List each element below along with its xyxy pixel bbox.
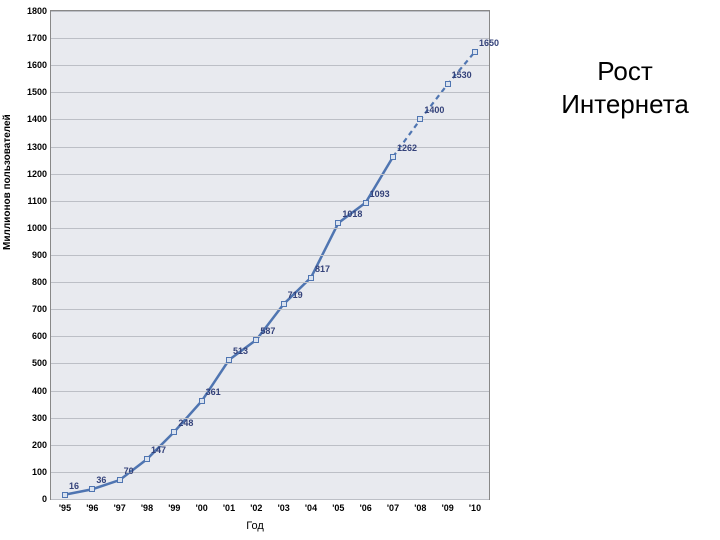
gridline	[51, 65, 489, 66]
data-label: 70	[124, 466, 134, 476]
y-tick-label: 1000	[27, 223, 51, 233]
gridline	[51, 472, 489, 473]
data-marker	[281, 301, 287, 307]
data-marker	[335, 220, 341, 226]
data-marker	[390, 154, 396, 160]
data-label: 513	[233, 346, 248, 356]
data-label: 147	[151, 445, 166, 455]
data-label: 36	[96, 475, 106, 485]
gridline	[51, 391, 489, 392]
gridline	[51, 174, 489, 175]
y-tick-label: 400	[32, 386, 51, 396]
y-tick-label: 800	[32, 277, 51, 287]
y-tick-label: 1100	[27, 196, 51, 206]
y-tick-label: 900	[32, 250, 51, 260]
data-label: 587	[260, 326, 275, 336]
gridline	[51, 282, 489, 283]
plot-area: 0100200300400500600700800900100011001200…	[50, 10, 490, 500]
y-tick-label: 300	[32, 413, 51, 423]
y-tick-label: 0	[42, 494, 51, 504]
x-tick-label: '03	[278, 499, 290, 513]
data-label: 248	[178, 418, 193, 428]
slide-title: Рост Интернета	[530, 55, 720, 120]
y-tick-label: 1300	[27, 142, 51, 152]
data-label: 719	[288, 290, 303, 300]
data-label: 817	[315, 264, 330, 274]
y-tick-label: 1500	[27, 87, 51, 97]
x-tick-label: '99	[168, 499, 180, 513]
gridline	[51, 363, 489, 364]
gridline	[51, 309, 489, 310]
y-tick-label: 1700	[27, 33, 51, 43]
chart-line	[393, 52, 475, 157]
data-label: 1093	[370, 189, 390, 199]
y-tick-label: 100	[32, 467, 51, 477]
data-label: 1650	[479, 38, 499, 48]
data-label: 1018	[342, 209, 362, 219]
y-tick-label: 1600	[27, 60, 51, 70]
gridline	[51, 92, 489, 93]
data-marker	[171, 429, 177, 435]
data-marker	[445, 81, 451, 87]
gridline	[51, 418, 489, 419]
gridline	[51, 147, 489, 148]
x-tick-label: '07	[387, 499, 399, 513]
x-tick-label: '01	[223, 499, 235, 513]
y-tick-label: 500	[32, 358, 51, 368]
x-tick-label: '02	[250, 499, 262, 513]
y-tick-label: 600	[32, 331, 51, 341]
x-tick-label: '10	[469, 499, 481, 513]
data-label: 361	[206, 387, 221, 397]
x-axis-title: Год	[0, 520, 510, 532]
y-tick-label: 200	[32, 440, 51, 450]
x-tick-label: '97	[114, 499, 126, 513]
data-marker	[144, 456, 150, 462]
x-tick-label: '95	[59, 499, 71, 513]
y-tick-label: 1400	[27, 114, 51, 124]
gridline	[51, 255, 489, 256]
gridline	[51, 11, 489, 12]
data-marker	[417, 116, 423, 122]
x-tick-label: '00	[196, 499, 208, 513]
gridline	[51, 228, 489, 229]
data-marker	[89, 486, 95, 492]
x-tick-label: '96	[86, 499, 98, 513]
gridline	[51, 445, 489, 446]
data-label: 1262	[397, 143, 417, 153]
y-tick-label: 700	[32, 304, 51, 314]
x-tick-label: '98	[141, 499, 153, 513]
data-marker	[363, 200, 369, 206]
data-label: 1400	[424, 105, 444, 115]
y-axis-title: Миллионов пользователей	[2, 114, 13, 250]
data-label: 16	[69, 481, 79, 491]
data-marker	[199, 398, 205, 404]
chart: Миллионов пользователей Год 010020030040…	[0, 0, 510, 540]
data-marker	[226, 357, 232, 363]
data-marker	[62, 492, 68, 498]
data-label: 1530	[452, 70, 472, 80]
gridline	[51, 201, 489, 202]
data-marker	[117, 477, 123, 483]
x-tick-label: '04	[305, 499, 317, 513]
data-marker	[253, 337, 259, 343]
x-tick-label: '06	[360, 499, 372, 513]
y-tick-label: 1800	[27, 6, 51, 16]
x-tick-label: '08	[414, 499, 426, 513]
x-tick-label: '05	[332, 499, 344, 513]
x-tick-label: '09	[442, 499, 454, 513]
gridline	[51, 336, 489, 337]
y-tick-label: 1200	[27, 169, 51, 179]
data-marker	[308, 275, 314, 281]
data-marker	[472, 49, 478, 55]
gridline	[51, 38, 489, 39]
